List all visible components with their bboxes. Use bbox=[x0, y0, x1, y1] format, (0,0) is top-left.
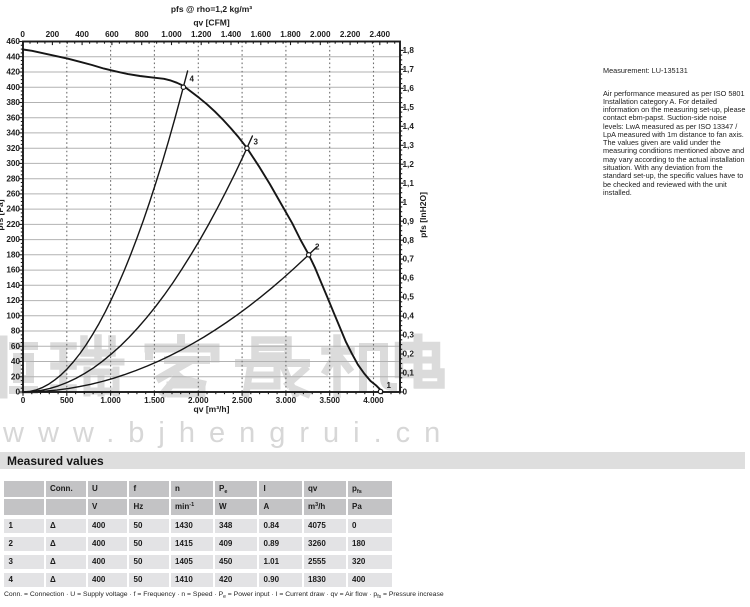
svg-text:1,2: 1,2 bbox=[403, 160, 415, 169]
svg-text:1,8: 1,8 bbox=[403, 46, 415, 55]
svg-text:320: 320 bbox=[6, 144, 20, 153]
svg-text:40: 40 bbox=[11, 357, 21, 366]
svg-text:20: 20 bbox=[11, 372, 21, 381]
svg-text:2.500: 2.500 bbox=[232, 396, 253, 405]
svg-text:1: 1 bbox=[387, 381, 392, 390]
svg-text:260: 260 bbox=[6, 190, 20, 199]
svg-text:400: 400 bbox=[6, 83, 20, 92]
svg-text:pfs [InH2O]: pfs [InH2O] bbox=[418, 192, 428, 238]
svg-text:600: 600 bbox=[105, 30, 119, 39]
svg-text:420: 420 bbox=[6, 68, 20, 77]
svg-text:1,5: 1,5 bbox=[403, 103, 415, 112]
svg-text:100: 100 bbox=[6, 311, 20, 320]
svg-text:1,1: 1,1 bbox=[403, 179, 415, 188]
svg-text:0: 0 bbox=[15, 388, 20, 397]
svg-text:2.000: 2.000 bbox=[188, 396, 209, 405]
svg-text:120: 120 bbox=[6, 296, 20, 305]
svg-text:qv [m³/h]: qv [m³/h] bbox=[194, 404, 230, 414]
svg-text:pfs [Pa]: pfs [Pa] bbox=[0, 199, 5, 230]
svg-text:1,4: 1,4 bbox=[403, 122, 415, 131]
svg-text:0: 0 bbox=[21, 396, 26, 405]
svg-text:0,5: 0,5 bbox=[403, 293, 415, 302]
svg-text:160: 160 bbox=[6, 266, 20, 275]
svg-text:2.200: 2.200 bbox=[340, 30, 361, 39]
svg-text:3.000: 3.000 bbox=[276, 396, 297, 405]
svg-text:60: 60 bbox=[11, 342, 21, 351]
svg-text:1,7: 1,7 bbox=[403, 65, 415, 74]
svg-text:2.000: 2.000 bbox=[310, 30, 331, 39]
svg-text:0,7: 0,7 bbox=[403, 255, 415, 264]
svg-text:460: 460 bbox=[6, 37, 20, 46]
svg-text:4: 4 bbox=[190, 75, 195, 84]
svg-text:1,3: 1,3 bbox=[403, 141, 415, 150]
svg-text:0,6: 0,6 bbox=[403, 274, 415, 283]
svg-text:400: 400 bbox=[75, 30, 89, 39]
svg-text:pfs @ rho=1,2 kg/m³: pfs @ rho=1,2 kg/m³ bbox=[171, 4, 252, 14]
svg-text:1.200: 1.200 bbox=[191, 30, 212, 39]
svg-text:1.800: 1.800 bbox=[280, 30, 301, 39]
svg-text:0,3: 0,3 bbox=[403, 331, 415, 340]
svg-text:200: 200 bbox=[6, 235, 20, 244]
svg-text:200: 200 bbox=[46, 30, 60, 39]
svg-text:0: 0 bbox=[403, 388, 408, 397]
svg-text:1.000: 1.000 bbox=[100, 396, 121, 405]
svg-text:380: 380 bbox=[6, 98, 20, 107]
svg-text:qv [CFM]: qv [CFM] bbox=[193, 18, 230, 28]
svg-text:0,2: 0,2 bbox=[403, 350, 415, 359]
svg-text:3.500: 3.500 bbox=[319, 396, 340, 405]
svg-text:3: 3 bbox=[254, 138, 259, 147]
svg-text:1.500: 1.500 bbox=[144, 396, 165, 405]
svg-text:0,4: 0,4 bbox=[403, 312, 415, 321]
svg-text:280: 280 bbox=[6, 174, 20, 183]
svg-text:0,8: 0,8 bbox=[403, 236, 415, 245]
svg-text:1.000: 1.000 bbox=[161, 30, 182, 39]
svg-text:1,6: 1,6 bbox=[403, 84, 415, 93]
svg-text:500: 500 bbox=[60, 396, 74, 405]
svg-text:220: 220 bbox=[6, 220, 20, 229]
svg-text:4.000: 4.000 bbox=[363, 396, 384, 405]
svg-text:0,1: 0,1 bbox=[403, 369, 415, 378]
svg-text:1: 1 bbox=[403, 198, 408, 207]
svg-text:80: 80 bbox=[11, 327, 21, 336]
svg-text:300: 300 bbox=[6, 159, 20, 168]
svg-text:0,9: 0,9 bbox=[403, 217, 415, 226]
svg-text:240: 240 bbox=[6, 205, 20, 214]
svg-text:440: 440 bbox=[6, 52, 20, 61]
svg-text:2: 2 bbox=[315, 243, 320, 252]
svg-text:800: 800 bbox=[135, 30, 149, 39]
svg-text:0: 0 bbox=[20, 30, 25, 39]
svg-text:2.400: 2.400 bbox=[370, 30, 391, 39]
svg-text:360: 360 bbox=[6, 113, 20, 122]
svg-text:340: 340 bbox=[6, 129, 20, 138]
svg-text:180: 180 bbox=[6, 250, 20, 259]
svg-text:1.600: 1.600 bbox=[251, 30, 272, 39]
svg-text:1.400: 1.400 bbox=[221, 30, 242, 39]
svg-text:140: 140 bbox=[6, 281, 20, 290]
